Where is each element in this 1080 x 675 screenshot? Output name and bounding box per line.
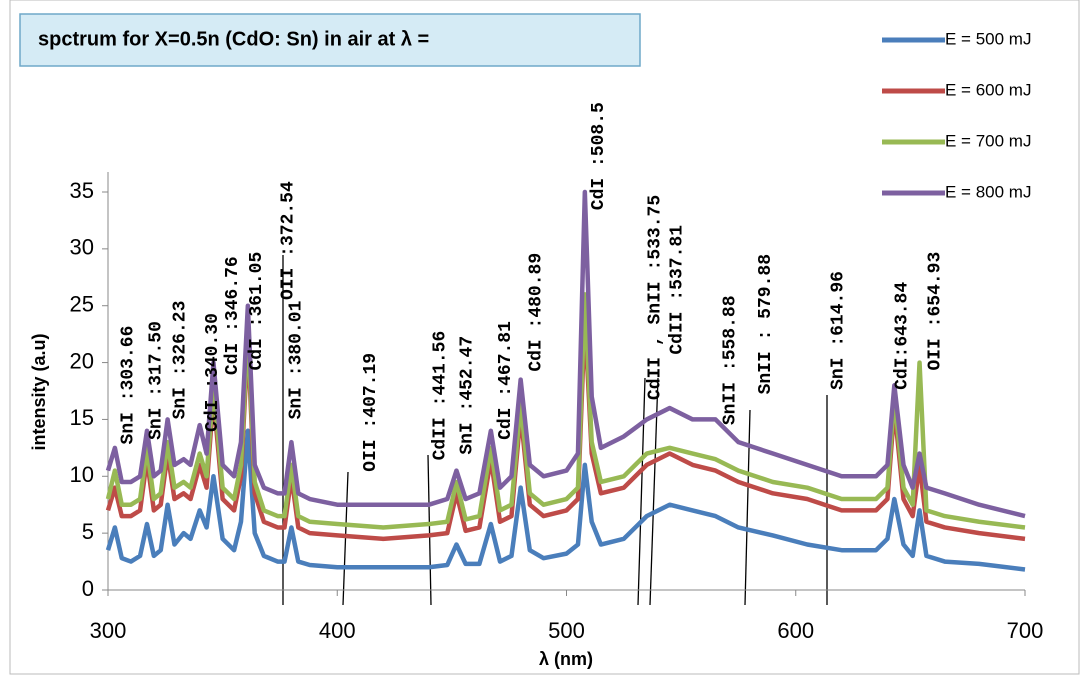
y-tick-label: 30 bbox=[70, 235, 94, 260]
y-tick-label: 25 bbox=[70, 292, 94, 317]
annotation-label: OII :654.93 bbox=[926, 252, 946, 371]
x-tick-label: 700 bbox=[1007, 618, 1044, 643]
x-tick-label: 600 bbox=[777, 618, 814, 643]
annotation-label: OII :372.54 bbox=[279, 181, 299, 300]
annotation-label: SnI :380.01 bbox=[287, 300, 307, 419]
annotation-line bbox=[427, 454, 432, 606]
x-axis-title: λ (nm) bbox=[539, 649, 593, 669]
annotation-label: SnI :614.96 bbox=[829, 271, 849, 390]
y-tick-label: 35 bbox=[70, 178, 94, 203]
x-tick-label: 300 bbox=[90, 618, 127, 643]
annotation-label: OII :407.19 bbox=[361, 353, 381, 472]
annotation-label: SnI :452.47 bbox=[458, 336, 478, 455]
x-tick-label: 500 bbox=[548, 618, 585, 643]
annotation-label: SnI :326.23 bbox=[171, 301, 191, 420]
y-tick-label: 10 bbox=[70, 462, 94, 487]
annotation-label: CdII :537.81 bbox=[668, 225, 688, 355]
y-tick-label: 5 bbox=[82, 519, 94, 544]
y-tick-label: 0 bbox=[82, 576, 94, 601]
series-line bbox=[105, 189, 1026, 519]
annotation-label: CdI :361.05 bbox=[247, 252, 267, 371]
legend-label: E = 800 mJ bbox=[945, 182, 1031, 201]
annotation-label: CdI :480.89 bbox=[527, 253, 547, 372]
annotation-label: CdI :467.81 bbox=[496, 321, 516, 440]
annotation-label: CdI:643.84 bbox=[893, 282, 913, 390]
legend-label: E = 600 mJ bbox=[945, 80, 1031, 99]
annotation-lines bbox=[282, 255, 828, 606]
y-tick-label: 20 bbox=[70, 348, 94, 373]
series-line bbox=[105, 428, 1026, 572]
annotation-label: CdII :441.56 bbox=[431, 331, 451, 461]
annotation-line bbox=[744, 409, 751, 606]
annotation-label: SnII : 579.88 bbox=[756, 254, 776, 394]
annotation-label: CdII , SnII :533.75 bbox=[646, 195, 666, 400]
y-tick-label: 15 bbox=[70, 405, 94, 430]
annotation-line bbox=[637, 377, 646, 606]
chart-frame bbox=[9, 0, 1080, 675]
legend-label: E = 700 mJ bbox=[945, 131, 1031, 150]
series-line bbox=[105, 292, 1026, 530]
annotation-label: SnI :303.66 bbox=[119, 326, 139, 445]
title-box bbox=[19, 13, 641, 67]
annotation-label: SnI :317.50 bbox=[147, 321, 167, 440]
annotation-label: CdI :340.30 bbox=[203, 313, 223, 432]
chart-title: spctrum for X=0.5n (CdO: Sn) in air at λ… bbox=[38, 28, 429, 50]
annotation-label: CdI :508.5 bbox=[589, 102, 609, 210]
series-line bbox=[105, 314, 1026, 542]
legend-label: E = 500 mJ bbox=[945, 29, 1031, 48]
y-axis-title: intensity (a.u) bbox=[29, 333, 49, 450]
annotation-label: CdI :346.76 bbox=[223, 256, 243, 375]
annotation-line bbox=[342, 471, 349, 606]
x-tick-label: 400 bbox=[319, 618, 356, 643]
annotation-label: SnII :558.88 bbox=[721, 295, 741, 425]
